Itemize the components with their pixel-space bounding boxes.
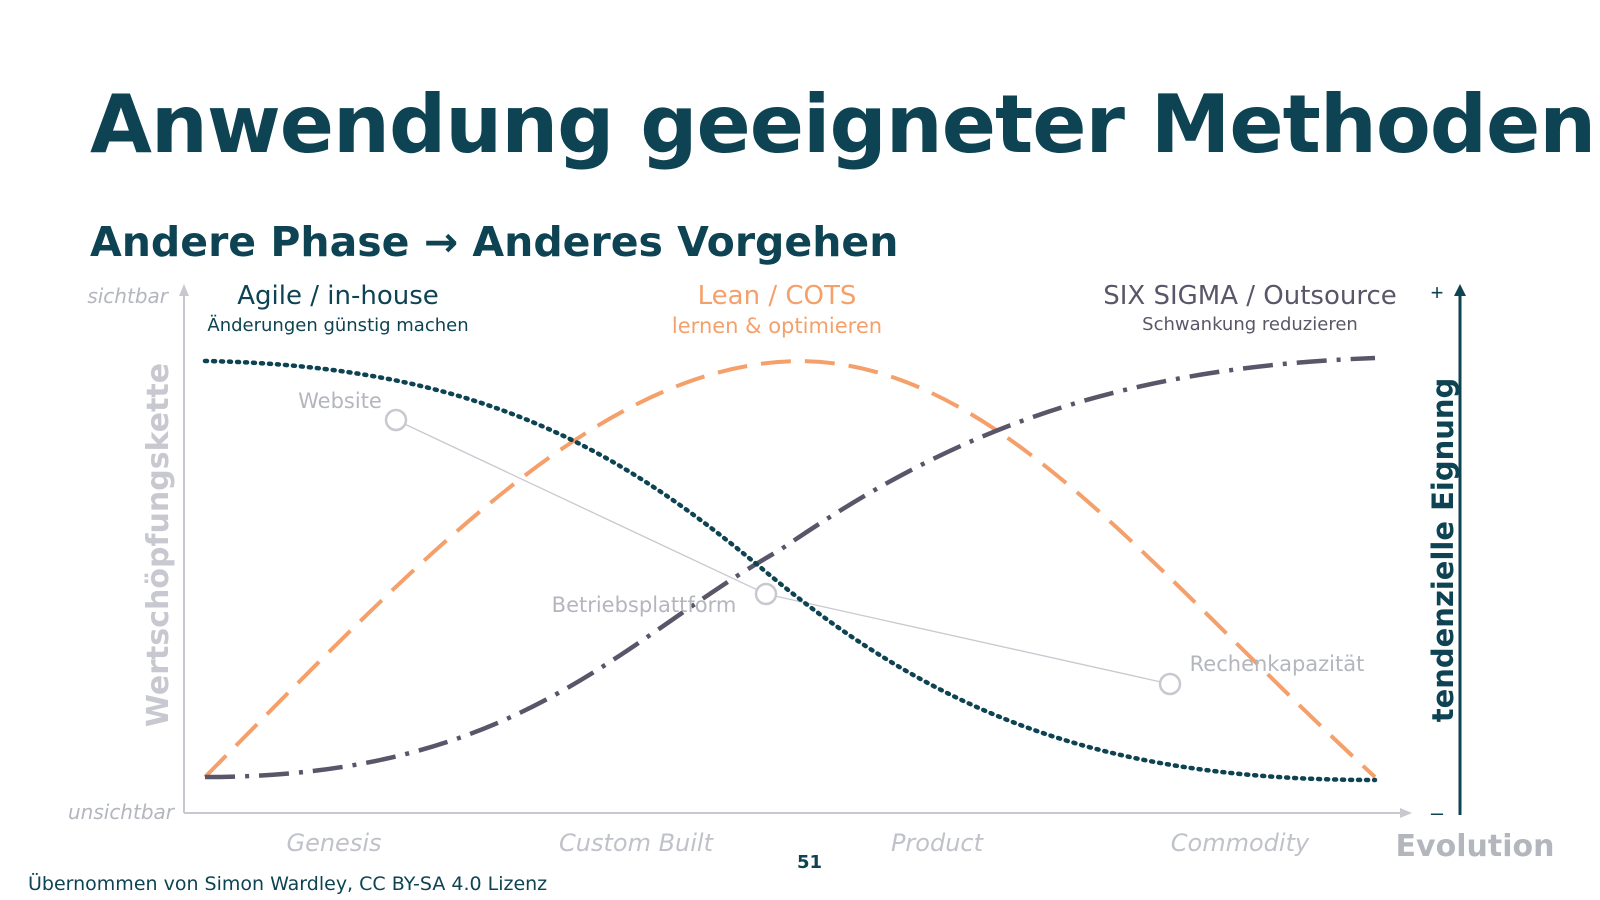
slide-subtitle: Andere Phase → Anderes Vorgehen — [90, 218, 899, 266]
x-axis-arrowhead — [1400, 808, 1412, 818]
stage-label-product: Product — [891, 829, 985, 857]
page-number: 51 — [797, 852, 823, 873]
component-label-betriebsplattform: Betriebsplattform — [552, 593, 737, 617]
x-axis-title: Evolution — [1396, 829, 1555, 864]
node-rechenkapazitaet — [1158, 672, 1182, 696]
right-axis-label: tendenzielle Eignung — [1426, 378, 1460, 723]
y-axis-bottom-label: unsichtbar — [68, 800, 176, 824]
right-axis-plus: + — [1431, 280, 1444, 305]
link-betriebsplattform-rechenkapazitaet — [765, 593, 1171, 685]
node-website — [384, 408, 408, 432]
footer-attribution: Übernommen von Simon Wardley, CC BY-SA 4… — [28, 873, 548, 895]
curve-lean-cots — [203, 358, 1377, 779]
component-label-website: Website — [298, 389, 382, 413]
curve-six-sigma — [204, 355, 1376, 780]
y-axis-arrowhead — [179, 284, 189, 296]
right-axis-arrowhead — [1454, 284, 1466, 296]
curve-agile — [202, 358, 1378, 783]
link-website-betriebsplattform — [395, 419, 767, 595]
method-agile-name: Agile / in-house — [237, 281, 439, 311]
method-sixsigma-desc: Schwankung reduzieren — [1142, 314, 1358, 335]
stage-label-custom-built: Custom Built — [559, 829, 715, 857]
stage-label-commodity: Commodity — [1171, 829, 1310, 857]
y-axis-title: Wertschöpfungskette — [141, 363, 176, 727]
node-betriebsplattform — [754, 582, 778, 606]
right-axis-minus: – — [1431, 800, 1444, 825]
slide-title: Anwendung geeigneter Methoden — [90, 78, 1596, 171]
method-sixsigma-name: SIX SIGMA / Outsource — [1103, 281, 1397, 311]
stage-label-genesis: Genesis — [286, 829, 381, 857]
method-agile-desc: Änderungen günstig machen — [207, 315, 468, 336]
y-axis-top-label: sichtbar — [87, 284, 169, 308]
method-lean-name: Lean / COTS — [698, 281, 857, 311]
method-lean-desc: lernen & optimieren — [672, 314, 882, 338]
component-label-rechenkapazitaet: Rechenkapazität — [1190, 652, 1365, 676]
